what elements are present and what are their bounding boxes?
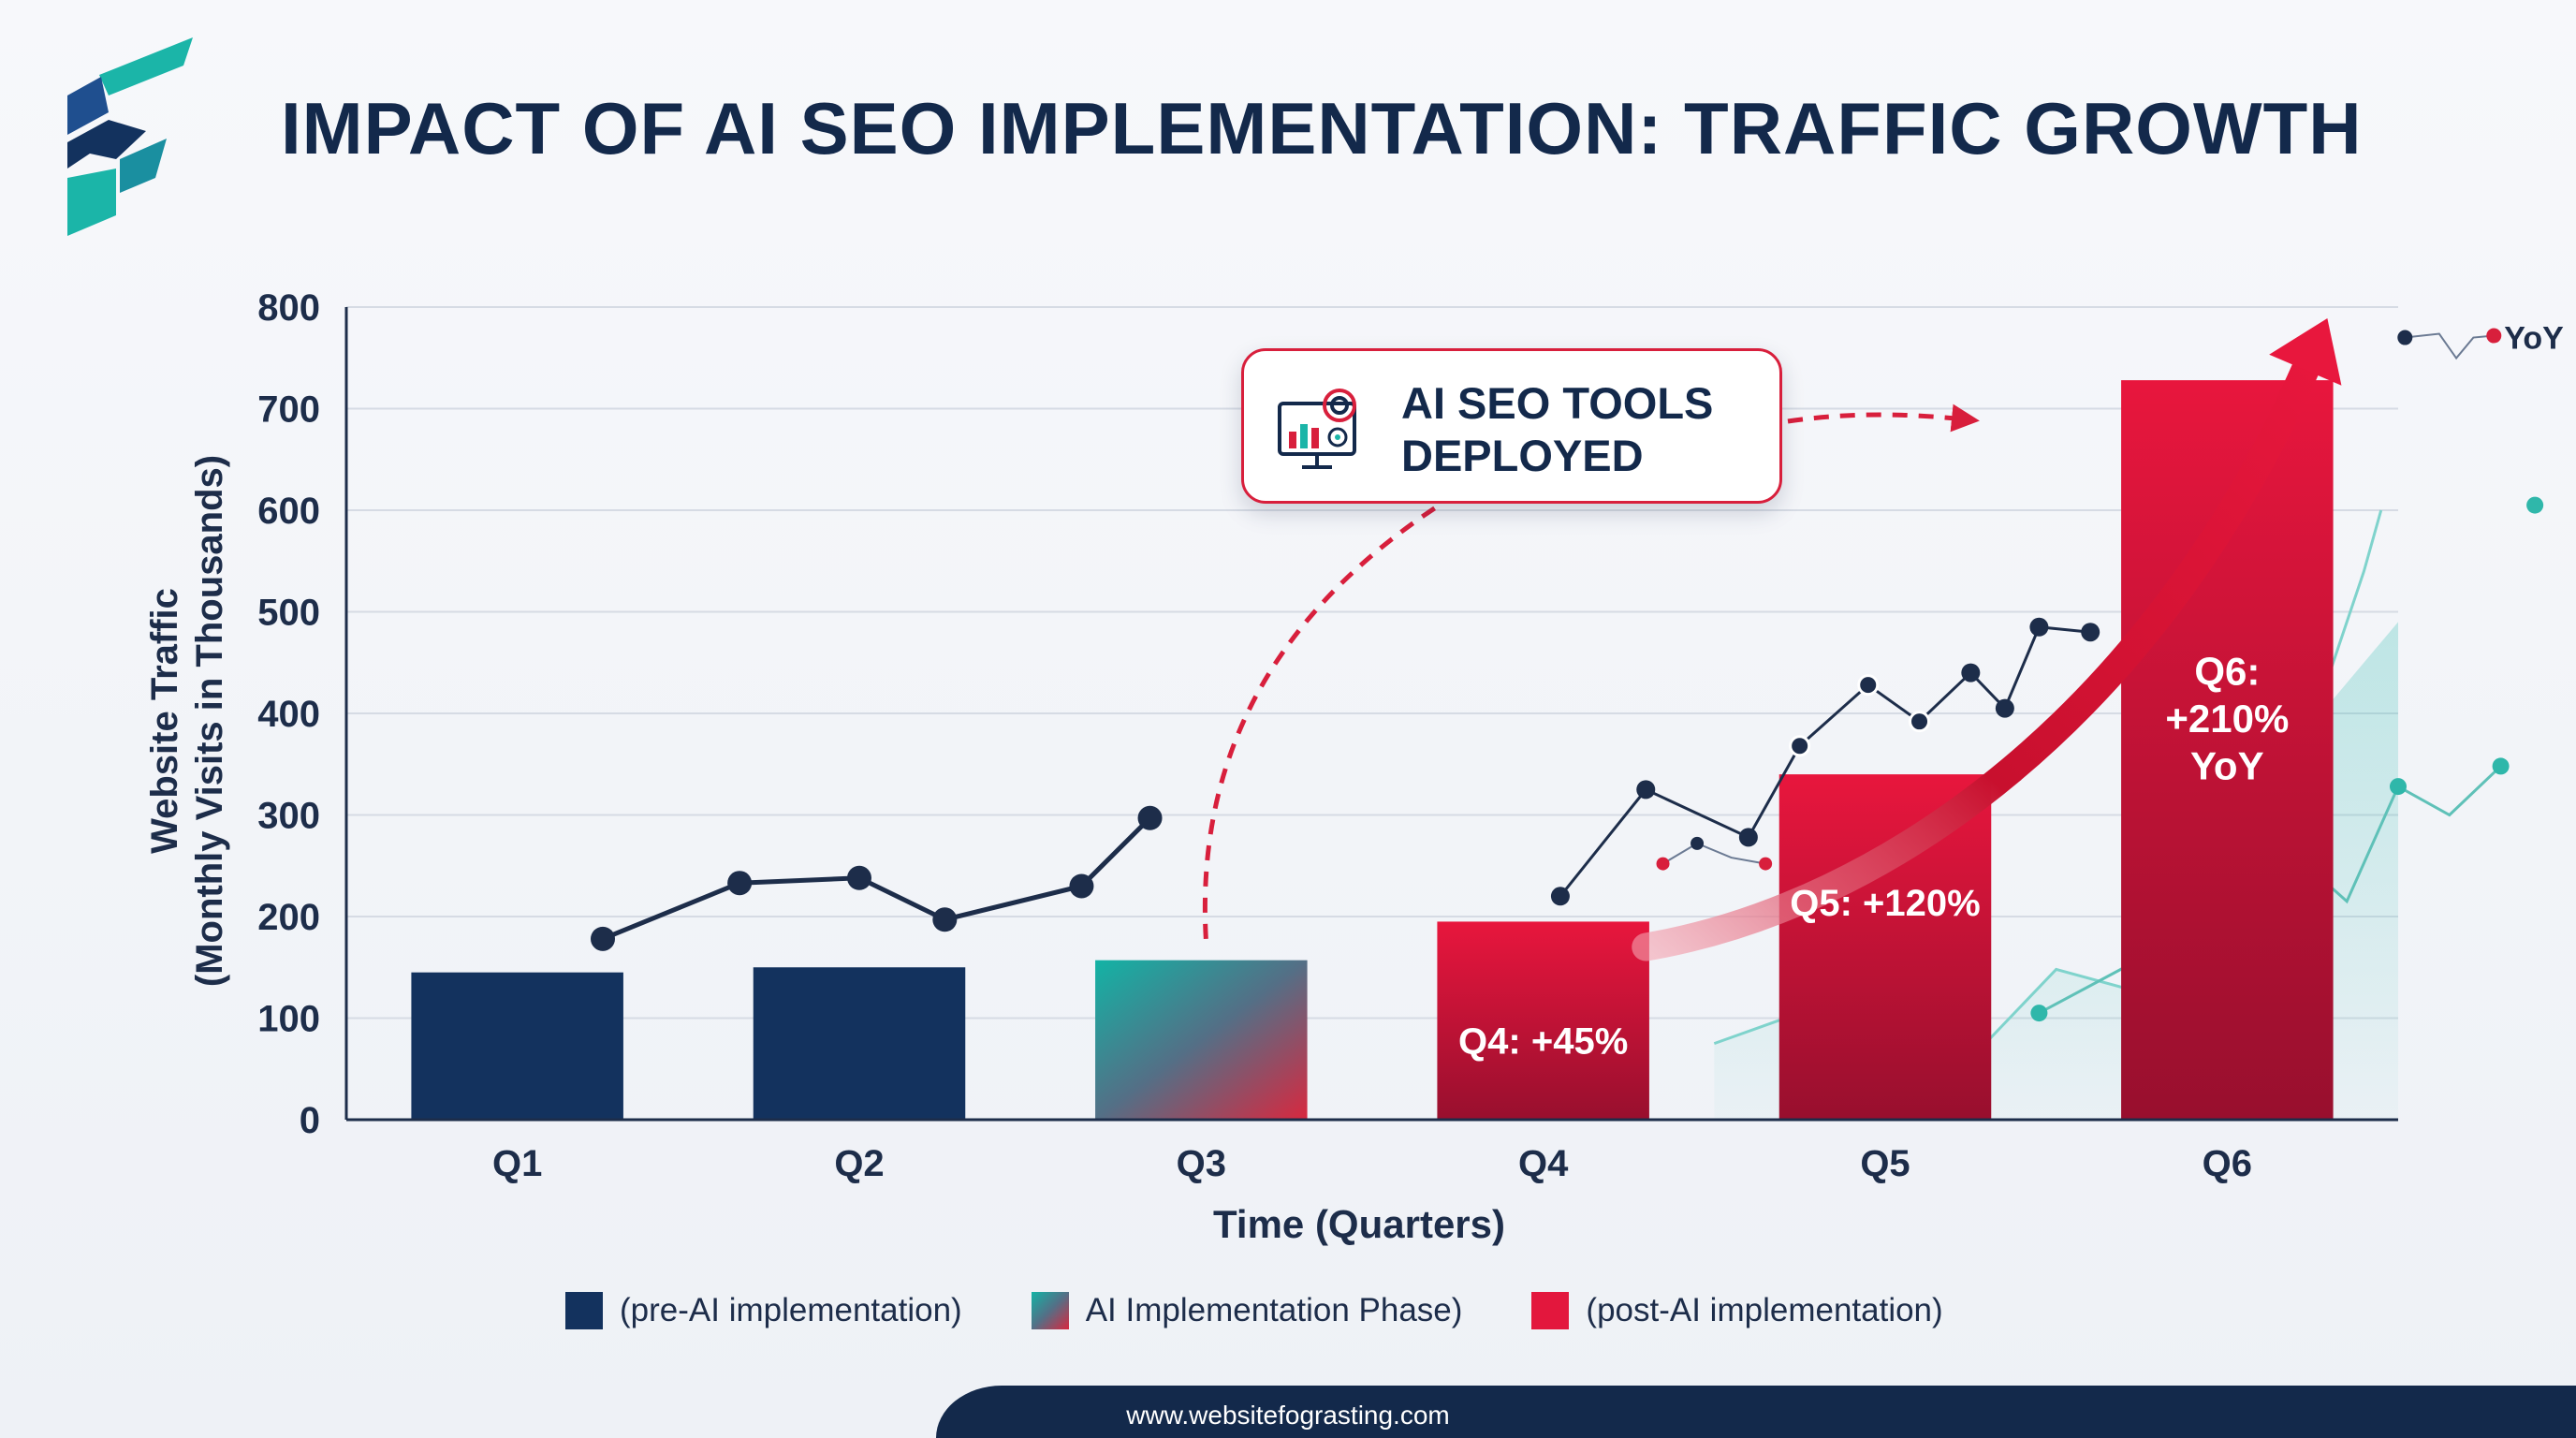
callout-line-1: AI SEO TOOLS — [1401, 378, 1714, 428]
callout-line-2: DEPLOYED — [1401, 431, 1644, 480]
bar-label-Q4-line-1: Q4: +45% — [1458, 1020, 1628, 1062]
overlay-line-1-point-4 — [1069, 873, 1094, 899]
overlay-line-2 — [1559, 625, 2091, 898]
yoy-sparkline-icon: YoY — [2397, 321, 2564, 360]
y-tick-label-400: 400 — [257, 694, 320, 735]
legend-swatch-transition — [1031, 1292, 1069, 1329]
growth-trend-arrow — [1632, 338, 2327, 961]
overlay-line-1-point-1 — [727, 871, 753, 896]
overlay-line-2-point-1 — [1636, 780, 1656, 800]
y-axis-label-line-2: (Monthly Visits in Thousands) — [189, 454, 230, 988]
teal-trend-point-0 — [2030, 1005, 2048, 1022]
y-tick-label-600: 600 — [257, 491, 320, 532]
bar-Q1 — [411, 972, 623, 1120]
overlay-line-2-point-4 — [1857, 674, 1880, 697]
mini-sparkline-point-1 — [1690, 836, 1705, 850]
overlay-line-2-point-5 — [1909, 711, 1931, 733]
teal-trend-point-2 — [2390, 778, 2407, 796]
y-tick-label-800: 800 — [257, 287, 320, 329]
overlay-line-2-point-0 — [1550, 887, 1570, 906]
y-tick-label-300: 300 — [257, 796, 320, 837]
mini-sparkline — [1662, 842, 1766, 865]
callout-text: AI SEO TOOLS DEPLOYED — [1401, 377, 1766, 482]
bar-label-Q6-line-2: +210% — [2165, 697, 2289, 741]
x-tick-label-Q6: Q6 — [2203, 1143, 2252, 1184]
legend-label-pre-ai: (pre-AI implementation) — [620, 1292, 962, 1328]
y-tick-label-700: 700 — [257, 389, 320, 431]
bar-Q4 — [1437, 921, 1649, 1120]
overlay-line-1-point-3 — [932, 907, 958, 932]
overlay-line-2-point-7 — [1995, 698, 2014, 718]
callout-connector-dashed — [1202, 501, 1443, 940]
overlay-line-2-point-8 — [2029, 617, 2049, 637]
bar-Q3 — [1095, 960, 1308, 1120]
x-tick-label-Q4: Q4 — [1518, 1143, 1569, 1184]
footer-url[interactable]: www.websitefograsting.com — [1126, 1401, 1450, 1430]
x-axis-label: Time (Quarters) — [1213, 1202, 1505, 1246]
legend-swatch-pre-ai — [565, 1292, 603, 1329]
teal-trend-point-4 — [2526, 496, 2544, 514]
bar-label-Q6-line-1: Q6: — [2194, 650, 2260, 694]
overlay-line-2-point-2 — [1738, 828, 1758, 847]
logo-mark — [67, 37, 193, 236]
overlay-line-1-point-5 — [1137, 805, 1163, 830]
y-tick-label-100: 100 — [257, 999, 320, 1040]
ai-seo-tools-callout: AI SEO TOOLS DEPLOYED — [1241, 348, 1782, 504]
overlay-line-1-point-0 — [591, 926, 615, 951]
y-tick-label-0: 0 — [300, 1100, 320, 1141]
x-tick-label-Q1: Q1 — [492, 1143, 542, 1184]
mini-sparkline-point-3 — [1759, 857, 1773, 871]
legend-label-transition: AI Implementation Phase) — [1085, 1292, 1463, 1328]
yoy-sparkline-line — [2405, 332, 2495, 360]
teal-trend-point-3 — [2492, 757, 2510, 775]
bar-label-Q5-line-1: Q5: +120% — [1790, 883, 1980, 924]
analytics-monitor-icon — [1278, 389, 1356, 469]
growth-trend-arrowhead — [2269, 318, 2342, 386]
legend-item-transition: AI Implementation Phase) — [1031, 1292, 1463, 1329]
footer-bar — [936, 1386, 2576, 1438]
x-tick-label-Q2: Q2 — [834, 1143, 884, 1184]
chart-legend: (pre-AI implementation) AI Implementatio… — [565, 1292, 2012, 1329]
x-tick-label-Q5: Q5 — [1860, 1143, 1910, 1184]
x-tick-label-Q3: Q3 — [1177, 1143, 1226, 1184]
bar-Q5 — [1778, 774, 1992, 1120]
bar-label-Q6-line-3: YoY — [2190, 744, 2264, 788]
overlay-line-2-point-9 — [2081, 623, 2100, 642]
y-axis-label-line-1: Website Traffic — [144, 588, 185, 854]
legend-label-post-ai: (post-AI implementation) — [1586, 1292, 1943, 1328]
yoy-marker-label: YoY — [2504, 321, 2564, 357]
legend-item-pre-ai: (pre-AI implementation) — [565, 1292, 962, 1329]
mini-sparkline-point-0 — [1656, 857, 1670, 871]
callout-arrow-dashed — [1787, 404, 1980, 433]
y-tick-label-200: 200 — [257, 897, 320, 938]
legend-item-post-ai: (post-AI implementation) — [1531, 1292, 1943, 1329]
legend-swatch-post-ai — [1531, 1292, 1570, 1329]
overlay-line-2-point-6 — [1961, 663, 1981, 682]
yoy-sparkline-start — [2397, 330, 2413, 345]
yoy-sparkline-end — [2486, 328, 2502, 344]
chart-title: IMPACT OF AI SEO IMPLEMENTATION: TRAFFIC… — [281, 87, 2363, 169]
overlay-line-2-point-3 — [1789, 735, 1811, 757]
overlay-line-1-point-2 — [847, 865, 871, 890]
y-tick-label-500: 500 — [257, 593, 320, 634]
bar-Q2 — [753, 967, 966, 1120]
overlay-line-1 — [602, 815, 1152, 942]
y-axis-label: Website Traffic (Monthly Visits in Thous… — [142, 455, 232, 987]
